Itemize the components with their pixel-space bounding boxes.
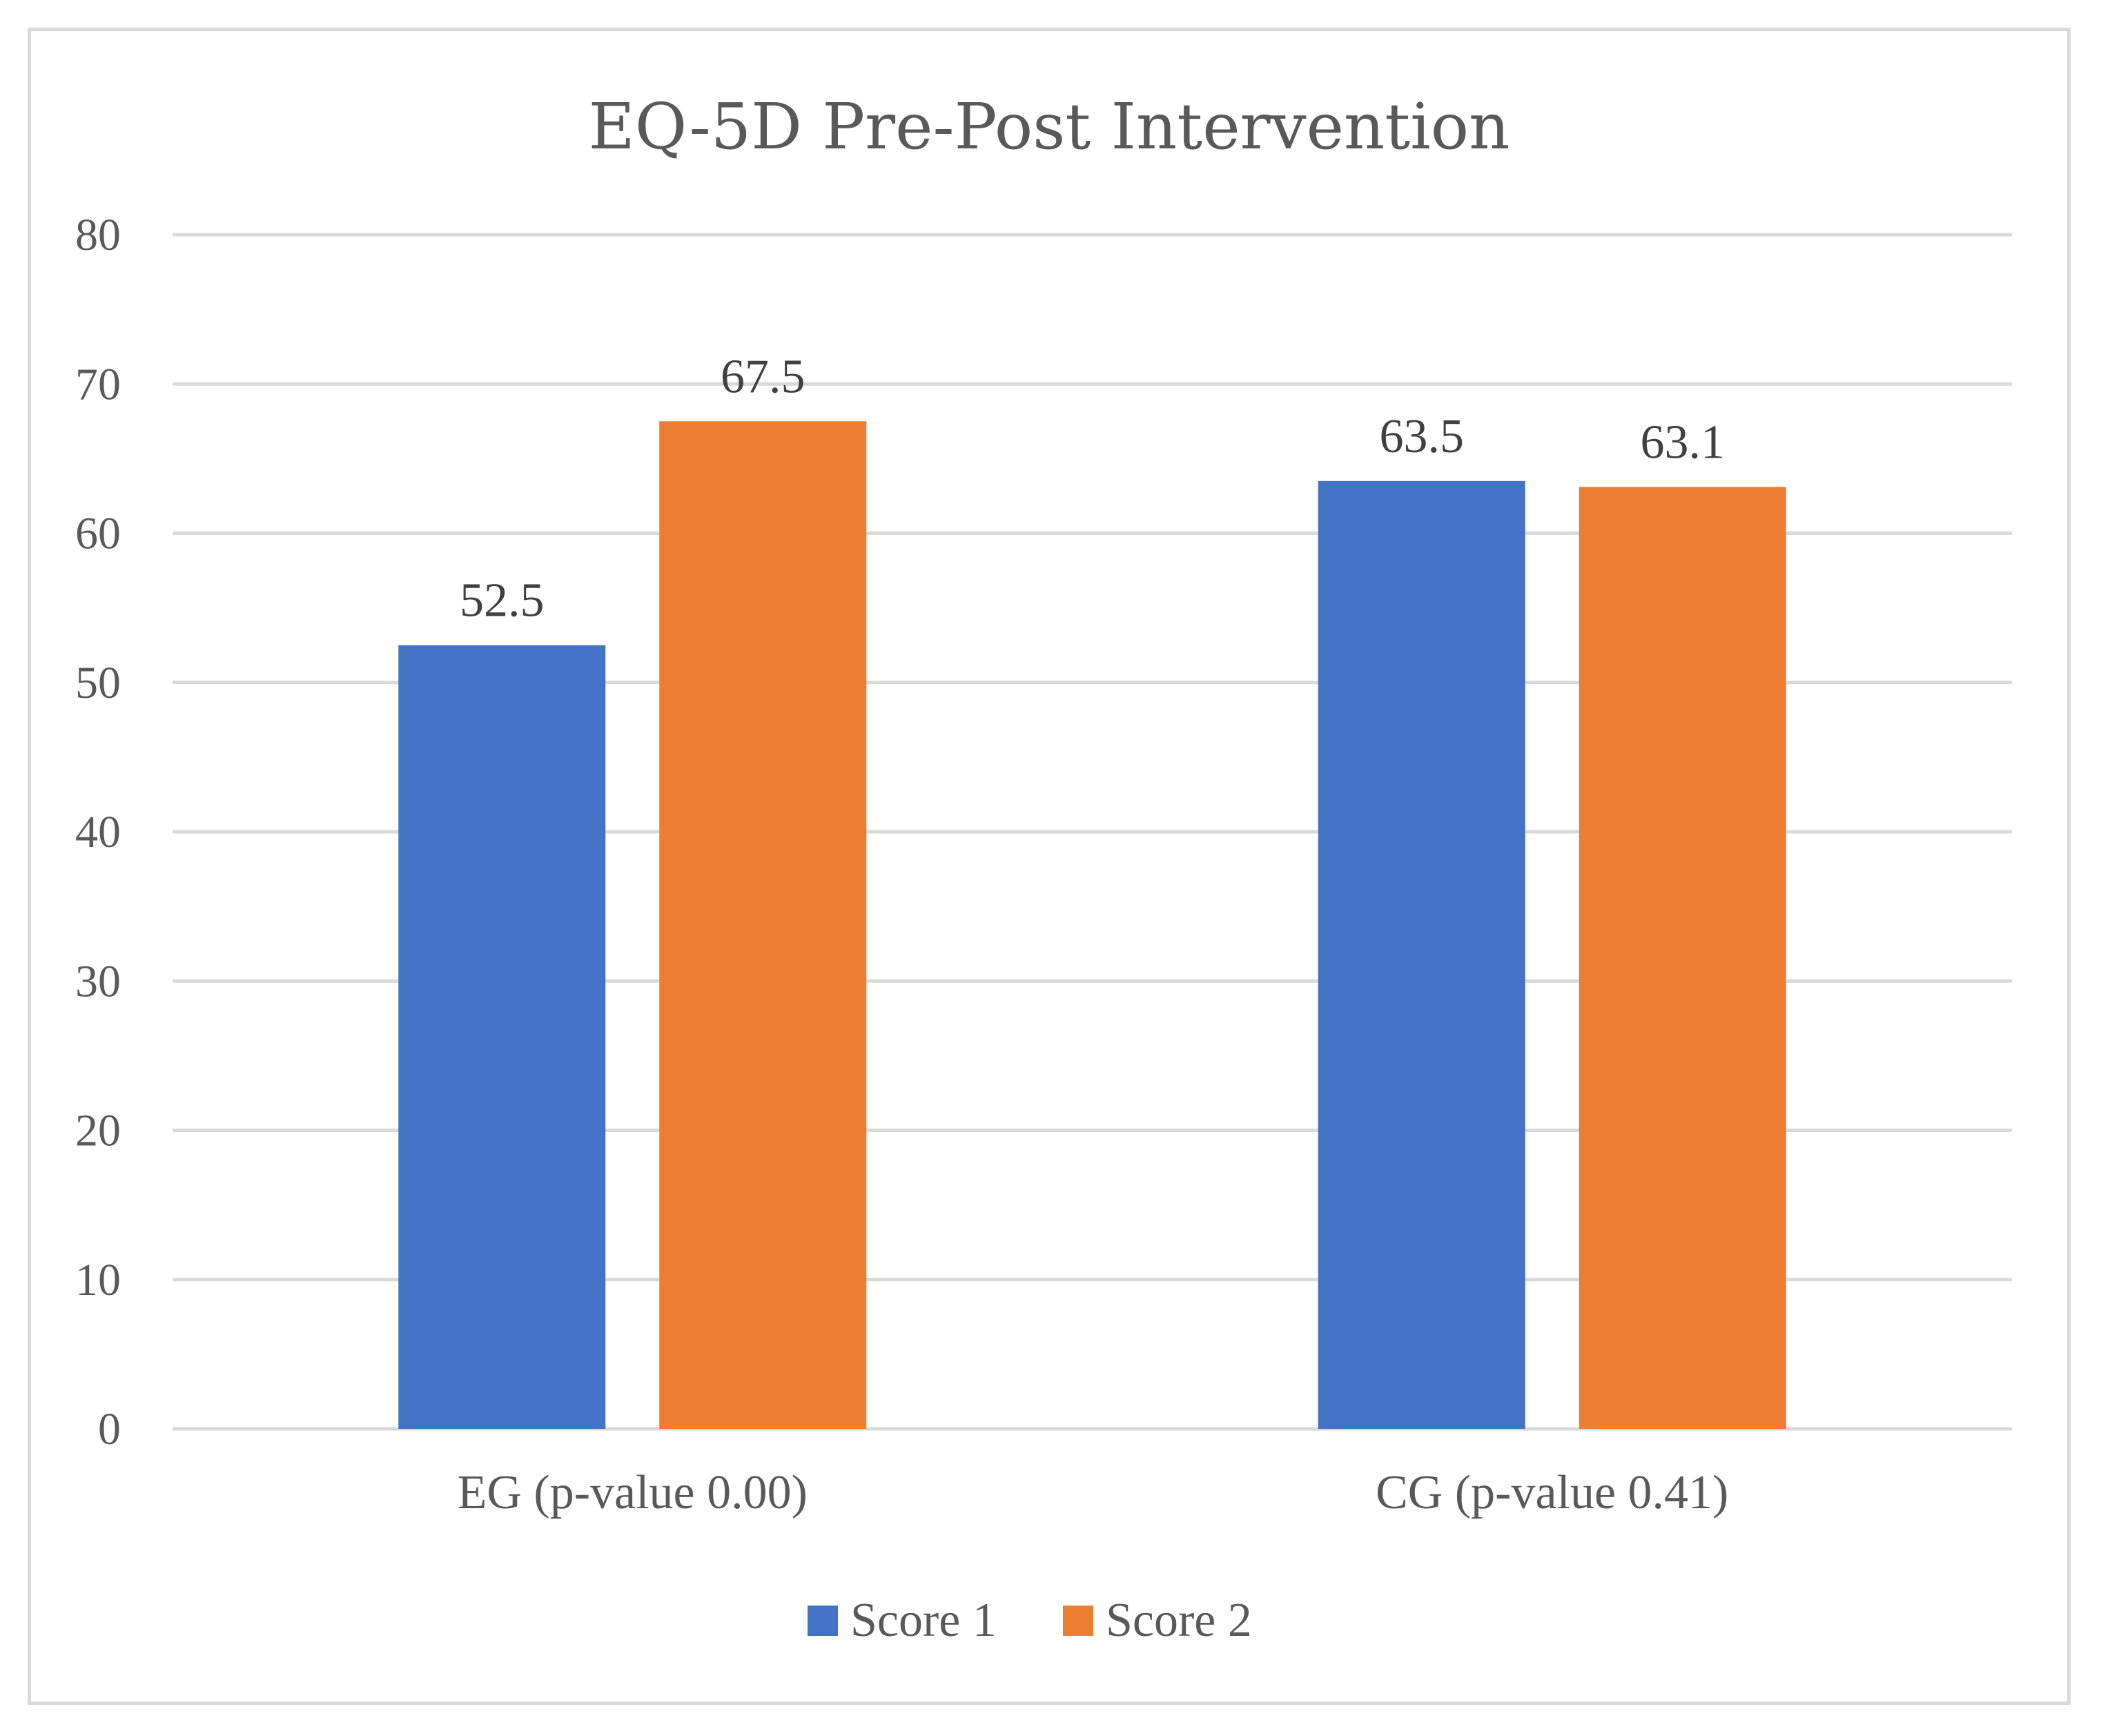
legend-label: Score 2 [1106, 1594, 1252, 1647]
x-category-label: CG (p-value 0.41) [1376, 1466, 1728, 1519]
legend: Score 1 Score 2 [808, 1594, 1252, 1647]
bar-score-1-1 [1318, 480, 1525, 1429]
y-tick-label: 10 [75, 1255, 121, 1305]
y-tick-label: 50 [75, 658, 121, 708]
data-labels: 52.5 67.5 63.5 63.1 [460, 350, 1725, 627]
data-label: 67.5 [721, 350, 805, 403]
y-tick-label: 20 [75, 1106, 121, 1156]
y-tick-label: 0 [98, 1404, 121, 1454]
legend-label: Score 1 [850, 1594, 997, 1647]
y-tick-label: 30 [75, 956, 121, 1006]
legend-swatch-score-2 [1063, 1606, 1093, 1636]
bars [398, 421, 1786, 1429]
chart-frame: EQ-5D Pre-Post Intervention 0 10 20 30 40 50 6… [28, 28, 2071, 1705]
y-tick-label: 70 [75, 359, 121, 409]
bar-score-1-0 [398, 645, 606, 1429]
bar-score-2-1 [1579, 487, 1786, 1429]
x-category-label: EG (p-value 0.00) [458, 1466, 808, 1519]
x-axis-categories: EG (p-value 0.00) CG (p-value 0.41) [458, 1466, 1729, 1519]
y-axis-ticks: 0 10 20 30 40 50 60 70 80 [75, 210, 121, 1454]
bar-chart: EQ-5D Pre-Post Intervention 0 10 20 30 40 50 6… [75, 90, 2012, 1647]
bar-score-2-0 [659, 421, 867, 1429]
data-label: 63.1 [1641, 416, 1726, 469]
y-tick-label: 40 [75, 807, 121, 857]
chart-title: EQ-5D Pre-Post Intervention [589, 90, 1510, 164]
data-label: 52.5 [460, 574, 545, 627]
y-tick-label: 80 [75, 210, 121, 260]
y-tick-label: 60 [75, 509, 121, 559]
data-label: 63.5 [1380, 410, 1465, 463]
legend-swatch-score-1 [808, 1606, 838, 1636]
